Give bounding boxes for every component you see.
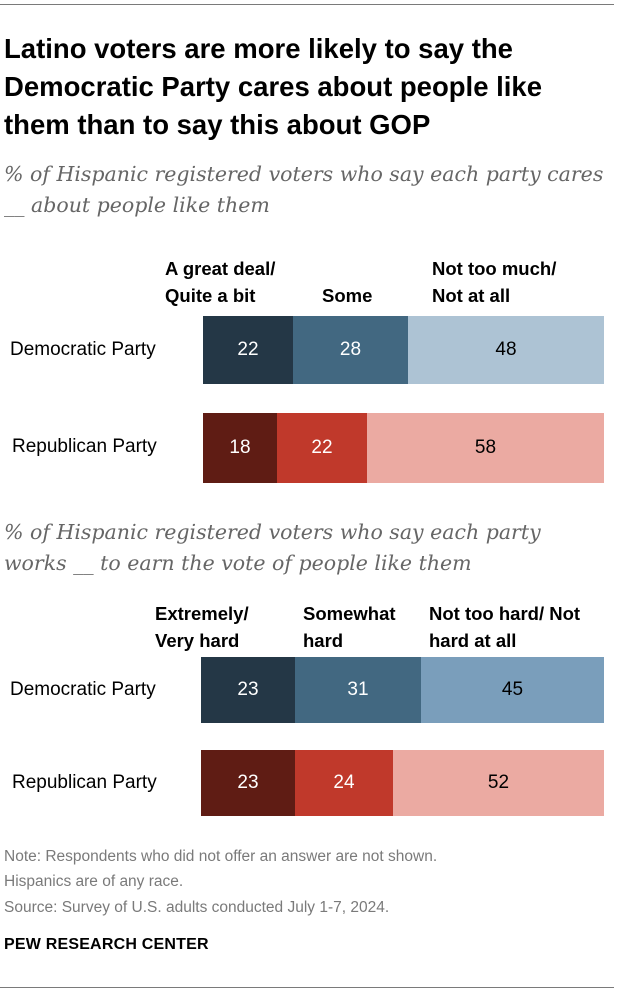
chart-1-bar-label-republican-2: 22 [311, 437, 333, 458]
chart-1-legend-not-too-much: Not too much/ Not at all [432, 258, 557, 306]
chart-2-bar-label-republican-1: 23 [237, 772, 259, 793]
chart-2-legend-not-too-hard: Not too hard/ Not hard at all [429, 603, 581, 651]
chart-1-bar-republican-1: 18 [203, 413, 277, 483]
chart-1-bar-label-republican-1: 18 [229, 437, 251, 458]
chart-2-bar-democratic-1: 23 [201, 657, 295, 723]
top-rule [0, 4, 614, 5]
chart-2-legend-somewhat-hard: Somewhat hard [303, 603, 396, 651]
chart-2-bar-democratic-2: 31 [295, 657, 421, 723]
chart-1-legend-great-deal: A great deal/ Quite a bit [165, 258, 276, 306]
chart-1-bar-republican-3: 58 [367, 413, 604, 483]
chart-2-bar-democratic-3: 45 [421, 657, 604, 723]
bottom-rule [0, 987, 614, 988]
chart-1-bar-democratic-2: 28 [293, 316, 408, 384]
chart-1-bar-republican-2: 22 [277, 413, 367, 483]
chart-2-subtitle: % of Hispanic registered voters who say … [4, 520, 541, 575]
source-line: Source: Survey of U.S. adults conducted … [4, 899, 390, 916]
chart-2-row-label-republican: Republican Party [12, 772, 157, 793]
chart-1-row-label-republican: Republican Party [12, 436, 157, 457]
chart-2-bar-republican-3: 52 [393, 750, 604, 816]
chart-1-bar-label-democratic-1: 22 [237, 339, 259, 360]
chart-2-bar-label-republican-2: 24 [333, 772, 355, 793]
pew-research-center-logo: PEW RESEARCH CENTER [4, 936, 209, 953]
chart-1-bar-label-democratic-2: 28 [339, 339, 362, 360]
chart-2-legend-extremely-hard: Extremely/ Very hard [155, 603, 249, 651]
chart-1-row-label-democratic: Democratic Party [10, 339, 156, 360]
chart-2-row-label-democratic: Democratic Party [10, 679, 156, 700]
chart-1-legend-some: Some [322, 285, 373, 306]
chart-2-bar-label-democratic-1: 23 [237, 679, 259, 700]
chart-2-bar-label-republican-3: 52 [487, 772, 510, 793]
note-line-1: Note: Respondents who did not offer an a… [4, 848, 438, 865]
chart-1-bar-democratic-3: 48 [408, 316, 604, 384]
chart-1-bar-democratic-1: 22 [203, 316, 293, 384]
chart-1-subtitle: % of Hispanic registered voters who say … [4, 162, 604, 217]
chart-1-bar-label-republican-3: 58 [474, 437, 497, 458]
chart-2-bar-republican-1: 23 [201, 750, 295, 816]
chart-2-bar-republican-2: 24 [295, 750, 393, 816]
chart-1-bar-label-democratic-3: 48 [495, 339, 517, 360]
chart-2-bar-label-democratic-3: 45 [501, 679, 524, 700]
chart-title: Latino voters are more likely to say the… [4, 33, 542, 140]
note-line-2: Hispanics are of any race. [4, 873, 184, 890]
chart-2-bar-label-democratic-2: 31 [347, 679, 369, 700]
